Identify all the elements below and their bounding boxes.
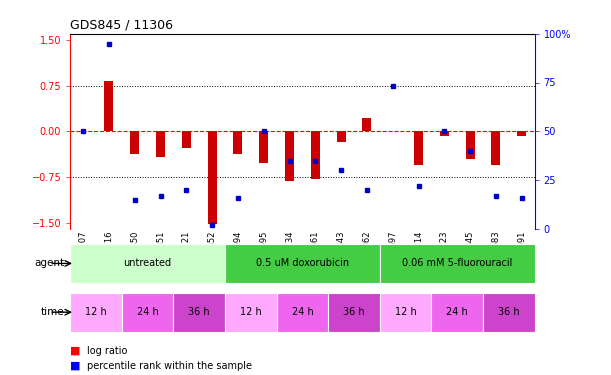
Text: log ratio: log ratio (87, 346, 128, 355)
FancyBboxPatch shape (328, 292, 380, 332)
Text: 0.5 uM doxorubicin: 0.5 uM doxorubicin (256, 258, 349, 268)
Text: 36 h: 36 h (188, 307, 210, 317)
Text: 24 h: 24 h (291, 307, 313, 317)
Text: ■: ■ (70, 361, 81, 370)
Bar (104, 81, 114, 131)
Text: GDS845 / 11306: GDS845 / 11306 (70, 18, 174, 31)
Bar (208, 131, 217, 224)
Bar (233, 131, 243, 154)
FancyBboxPatch shape (380, 292, 431, 332)
Bar (285, 131, 294, 181)
Bar (517, 131, 526, 136)
Text: percentile rank within the sample: percentile rank within the sample (87, 361, 252, 370)
FancyBboxPatch shape (122, 292, 174, 332)
Bar (466, 131, 475, 159)
FancyBboxPatch shape (70, 292, 122, 332)
Text: 24 h: 24 h (447, 307, 468, 317)
Text: 12 h: 12 h (85, 307, 107, 317)
Text: 12 h: 12 h (240, 307, 262, 317)
Bar (362, 118, 371, 131)
Bar (182, 131, 191, 148)
Text: 0.06 mM 5-fluorouracil: 0.06 mM 5-fluorouracil (402, 258, 513, 268)
Text: untreated: untreated (123, 258, 172, 268)
Bar (259, 131, 268, 163)
Text: 36 h: 36 h (343, 307, 365, 317)
Text: 36 h: 36 h (498, 307, 519, 317)
FancyBboxPatch shape (431, 292, 483, 332)
Bar (414, 131, 423, 165)
FancyBboxPatch shape (380, 244, 535, 283)
FancyBboxPatch shape (70, 244, 225, 283)
FancyBboxPatch shape (277, 292, 328, 332)
Text: ■: ■ (70, 346, 81, 355)
Text: 12 h: 12 h (395, 307, 417, 317)
Bar (156, 131, 165, 157)
Bar (491, 131, 500, 165)
FancyBboxPatch shape (174, 292, 225, 332)
Text: 24 h: 24 h (137, 307, 158, 317)
Bar (337, 131, 346, 142)
FancyBboxPatch shape (225, 244, 380, 283)
FancyBboxPatch shape (225, 292, 277, 332)
FancyBboxPatch shape (483, 292, 535, 332)
Text: time: time (40, 307, 64, 317)
Text: agent: agent (34, 258, 64, 268)
Bar (130, 131, 139, 154)
Bar (440, 131, 449, 136)
Bar (311, 131, 320, 179)
